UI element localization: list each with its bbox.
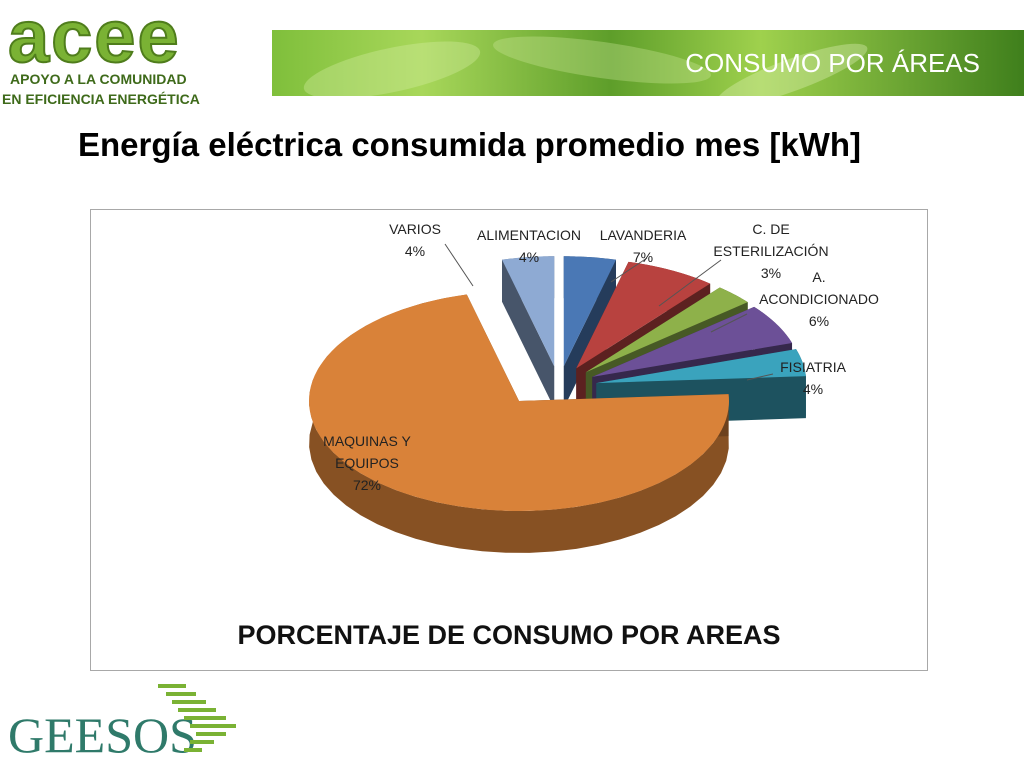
data-label-alimentacion: ALIMENTACION [477, 227, 581, 243]
leader-line-c-de-esterilizacion [658, 259, 722, 307]
banner-title: CONSUMO POR ÁREAS [685, 48, 980, 78]
leader-line-varios [444, 243, 474, 287]
leader-line-lavanderia [610, 257, 648, 283]
chart-title: PORCENTAJE DE CONSUMO POR AREAS [237, 620, 780, 650]
acee-logo-tagline-1: APOYO A LA COMUNIDAD [10, 71, 187, 87]
pie-slice-fisiatria [596, 349, 806, 384]
header-banner: CONSUMO POR ÁREAS [272, 30, 1024, 96]
data-label-a-acondicionado: 6% [809, 313, 829, 329]
data-label-c-de-esterilizacion: C. DE [752, 221, 789, 237]
leader-line-fisiatria [746, 373, 774, 381]
data-label-maquinas-y-equipos: 72% [353, 477, 381, 493]
acee-logo: acee APOYO A LA COMUNIDAD EN EFICIENCIA … [0, 0, 270, 112]
data-label-alimentacion: 4% [519, 249, 539, 265]
data-label-lavanderia: LAVANDERIA [600, 227, 687, 243]
slide-title: Energía eléctrica consumida promedio mes… [78, 126, 862, 163]
data-label-c-de-esterilizacion: ESTERILIZACIÓN [713, 243, 828, 259]
pie-slice-lavanderia [576, 261, 711, 369]
leader-line-a-acondicionado [710, 313, 748, 333]
data-label-maquinas-y-equipos: MAQUINAS Y [323, 433, 411, 449]
pie-slice-varios [502, 256, 555, 367]
data-label-varios: 4% [405, 243, 425, 259]
data-label-fisiatria: FISIATRIA [780, 359, 847, 375]
pie-slice-c-de-esterilizacion [585, 287, 748, 373]
pie-slice-a-acondicionado [592, 306, 793, 377]
acee-logo-tagline-2: EN EFICIENCIA ENERGÉTICA [2, 91, 200, 107]
data-label-lavanderia: 7% [633, 249, 653, 265]
data-label-maquinas-y-equipos: EQUIPOS [335, 455, 399, 471]
geesos-stripes-icon [158, 684, 236, 752]
pie-chart: VARIOS 4% ALIMENTACION 4% LAVANDERIA 7% C. DE E… [90, 209, 928, 671]
data-label-a-acondicionado: ACONDICIONADO [759, 291, 879, 307]
pie-slice-wall-varios [502, 259, 555, 409]
pie-slice-maquinas-y-equipos [309, 294, 729, 511]
geesos-logo-wordmark: GEESOS [8, 707, 197, 763]
data-label-a-acondicionado: A. [812, 269, 825, 285]
data-label-c-de-esterilizacion: 3% [761, 265, 781, 281]
acee-logo-wordmark: acee [8, 0, 181, 78]
data-label-fisiatria: 4% [803, 381, 823, 397]
pie-slice-alimentacion [563, 256, 616, 367]
geesos-logo: GEESOS [0, 680, 260, 768]
data-label-varios: VARIOS [389, 221, 441, 237]
